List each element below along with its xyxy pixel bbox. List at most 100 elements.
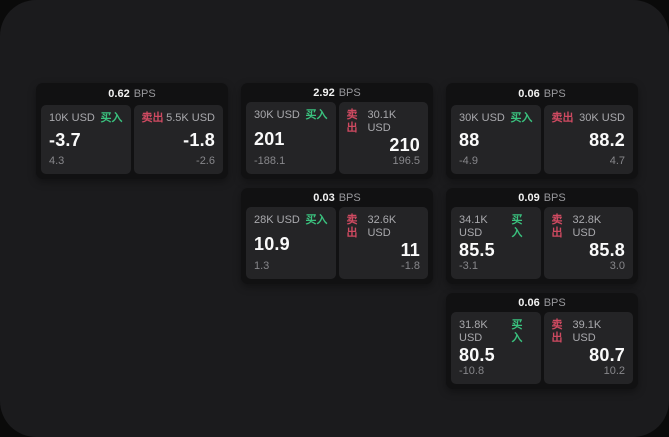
buy-delta: -3.1	[459, 260, 478, 272]
buy-quote-panel[interactable]: 10K USD 买入 -3.7 4.3	[41, 105, 131, 174]
quote-card: 2.92 BPS 30K USD 买入 201 -188.1 卖出 30.1K …	[241, 83, 433, 179]
buy-delta: -4.9	[459, 155, 478, 167]
buy-side-label: 买入	[305, 214, 328, 226]
sell-panel-top-row: 卖出 30K USD	[552, 112, 626, 125]
buy-price: 201	[254, 128, 285, 149]
spread-header: 0.06 BPS	[451, 83, 633, 105]
buy-quote-panel[interactable]: 30K USD 买入 201 -188.1	[246, 102, 336, 174]
sell-price: 11	[400, 240, 420, 260]
spread-unit-label: BPS	[543, 296, 566, 309]
buy-panel-top-row: 30K USD 买入	[459, 112, 533, 125]
buy-side-label: 买入	[100, 112, 123, 124]
sell-price: 85.8	[589, 240, 625, 260]
sell-price: 80.7	[589, 345, 625, 365]
buy-amount: 34.1K USD	[459, 214, 488, 239]
sell-delta: -1.8	[401, 260, 420, 272]
quote-card: 0.06 BPS 31.8K USD 买入 80.5 -10.8 卖出 39.1…	[446, 293, 638, 389]
spread-header: 0.62 BPS	[41, 83, 223, 105]
sell-panel-top-row: 卖出 32.8K USD	[552, 214, 626, 240]
spread-value: 0.62	[108, 88, 130, 100]
quote-card-grid: 0.62 BPS 10K USD 买入 -3.7 4.3 卖出 5.5K USD…	[36, 83, 638, 389]
quote-panels: 28K USD 买入 10.9 1.3 卖出 32.6K USD 11 -1.8	[246, 207, 428, 279]
buy-amount: 30K USD	[459, 112, 505, 124]
sell-quote-panel[interactable]: 卖出 32.8K USD 85.8 3.0	[543, 207, 633, 279]
quote-panels: 10K USD 买入 -3.7 4.3 卖出 5.5K USD -1.8 -2.…	[41, 105, 223, 174]
spread-unit-label: BPS	[338, 191, 361, 204]
sell-price: 88.2	[589, 130, 625, 150]
sell-panel-top-row: 卖出 39.1K USD	[552, 319, 626, 345]
sell-side-label: 卖出	[141, 112, 164, 124]
sell-delta: -2.6	[196, 155, 215, 167]
quote-panels: 30K USD 买入 88 -4.9 卖出 30K USD 88.2 4.7	[451, 105, 633, 174]
spread-unit-label: BPS	[133, 88, 156, 100]
sell-price: 210	[389, 135, 420, 155]
buy-panel-top-row: 28K USD 买入	[254, 214, 328, 227]
buy-panel-top-row: 34.1K USD 买入	[459, 214, 533, 240]
buy-amount: 30K USD	[254, 109, 300, 121]
sell-delta: 10.2	[603, 365, 625, 377]
sell-panel-top-row: 卖出 32.6K USD	[347, 214, 421, 240]
buy-panel-top-row: 10K USD 买入	[49, 112, 123, 125]
sell-price: -1.8	[183, 130, 215, 150]
spread-unit-label: BPS	[338, 86, 361, 99]
spread-value: 0.03	[313, 191, 335, 204]
sell-amount: 32.6K USD	[367, 214, 397, 239]
buy-delta: -188.1	[254, 155, 286, 167]
quote-panels: 34.1K USD 买入 85.5 -3.1 卖出 32.8K USD 85.8…	[451, 207, 633, 279]
quote-card: 0.06 BPS 30K USD 买入 88 -4.9 卖出 30K USD 8…	[446, 83, 638, 179]
buy-panel-top-row: 30K USD 买入	[254, 109, 328, 122]
sell-side-label: 卖出	[551, 214, 563, 239]
sell-amount: 5.5K USD	[166, 112, 215, 124]
spread-value: 2.92	[313, 86, 335, 99]
buy-side-label: 买入	[305, 109, 328, 121]
sell-panel-top-row: 卖出 30.1K USD	[347, 109, 421, 135]
spread-unit-label: BPS	[543, 88, 566, 100]
quote-card: 0.09 BPS 34.1K USD 买入 85.5 -3.1 卖出 32.8K…	[446, 188, 638, 284]
buy-quote-panel[interactable]: 30K USD 买入 88 -4.9	[451, 105, 541, 174]
quote-panels: 30K USD 买入 201 -188.1 卖出 30.1K USD 210 1…	[246, 102, 428, 174]
sell-quote-panel[interactable]: 卖出 30.1K USD 210 196.5	[338, 102, 428, 174]
buy-amount: 10K USD	[49, 112, 95, 124]
buy-price: 80.5	[459, 345, 495, 365]
buy-price: 10.9	[254, 233, 290, 254]
buy-panel-top-row: 31.8K USD 买入	[459, 319, 533, 345]
spread-value: 0.06	[518, 88, 540, 100]
sell-quote-panel[interactable]: 卖出 39.1K USD 80.7 10.2	[543, 312, 633, 384]
sell-amount: 39.1K USD	[572, 319, 602, 344]
buy-price: 85.5	[459, 240, 495, 260]
sell-amount: 30.1K USD	[367, 109, 397, 134]
spread-unit-label: BPS	[543, 191, 566, 204]
sell-delta: 4.7	[609, 155, 625, 167]
sell-quote-panel[interactable]: 卖出 30K USD 88.2 4.7	[543, 105, 633, 174]
buy-delta: 1.3	[254, 260, 270, 272]
sell-side-label: 卖出	[346, 214, 358, 239]
sell-amount: 30K USD	[579, 112, 625, 124]
sell-side-label: 卖出	[551, 112, 574, 124]
sell-side-label: 卖出	[551, 319, 563, 344]
sell-quote-panel[interactable]: 卖出 32.6K USD 11 -1.8	[338, 207, 428, 279]
quote-card: 0.03 BPS 28K USD 买入 10.9 1.3 卖出 32.6K US…	[241, 188, 433, 284]
quote-card: 0.62 BPS 10K USD 买入 -3.7 4.3 卖出 5.5K USD…	[36, 83, 228, 179]
sell-delta: 196.5	[392, 155, 420, 167]
sell-panel-top-row: 卖出 5.5K USD	[142, 112, 216, 125]
spread-header: 0.06 BPS	[451, 293, 633, 312]
spread-header: 2.92 BPS	[246, 83, 428, 102]
spread-header: 0.09 BPS	[451, 188, 633, 207]
buy-quote-panel[interactable]: 34.1K USD 买入 85.5 -3.1	[451, 207, 541, 279]
spread-value: 0.06	[518, 296, 540, 309]
spread-header: 0.03 BPS	[246, 188, 428, 207]
sell-delta: 3.0	[609, 260, 625, 272]
buy-amount: 31.8K USD	[459, 319, 488, 344]
buy-delta: 4.3	[49, 155, 65, 167]
buy-quote-panel[interactable]: 28K USD 买入 10.9 1.3	[246, 207, 336, 279]
buy-side-label: 买入	[510, 112, 533, 124]
buy-delta: -10.8	[459, 365, 485, 377]
sell-amount: 32.8K USD	[572, 214, 602, 239]
buy-quote-panel[interactable]: 31.8K USD 买入 80.5 -10.8	[451, 312, 541, 384]
spread-value: 0.09	[518, 191, 540, 204]
buy-price: -3.7	[49, 130, 81, 150]
buy-amount: 28K USD	[254, 214, 300, 226]
buy-price: 88	[459, 130, 480, 150]
sell-quote-panel[interactable]: 卖出 5.5K USD -1.8 -2.6	[133, 105, 223, 174]
